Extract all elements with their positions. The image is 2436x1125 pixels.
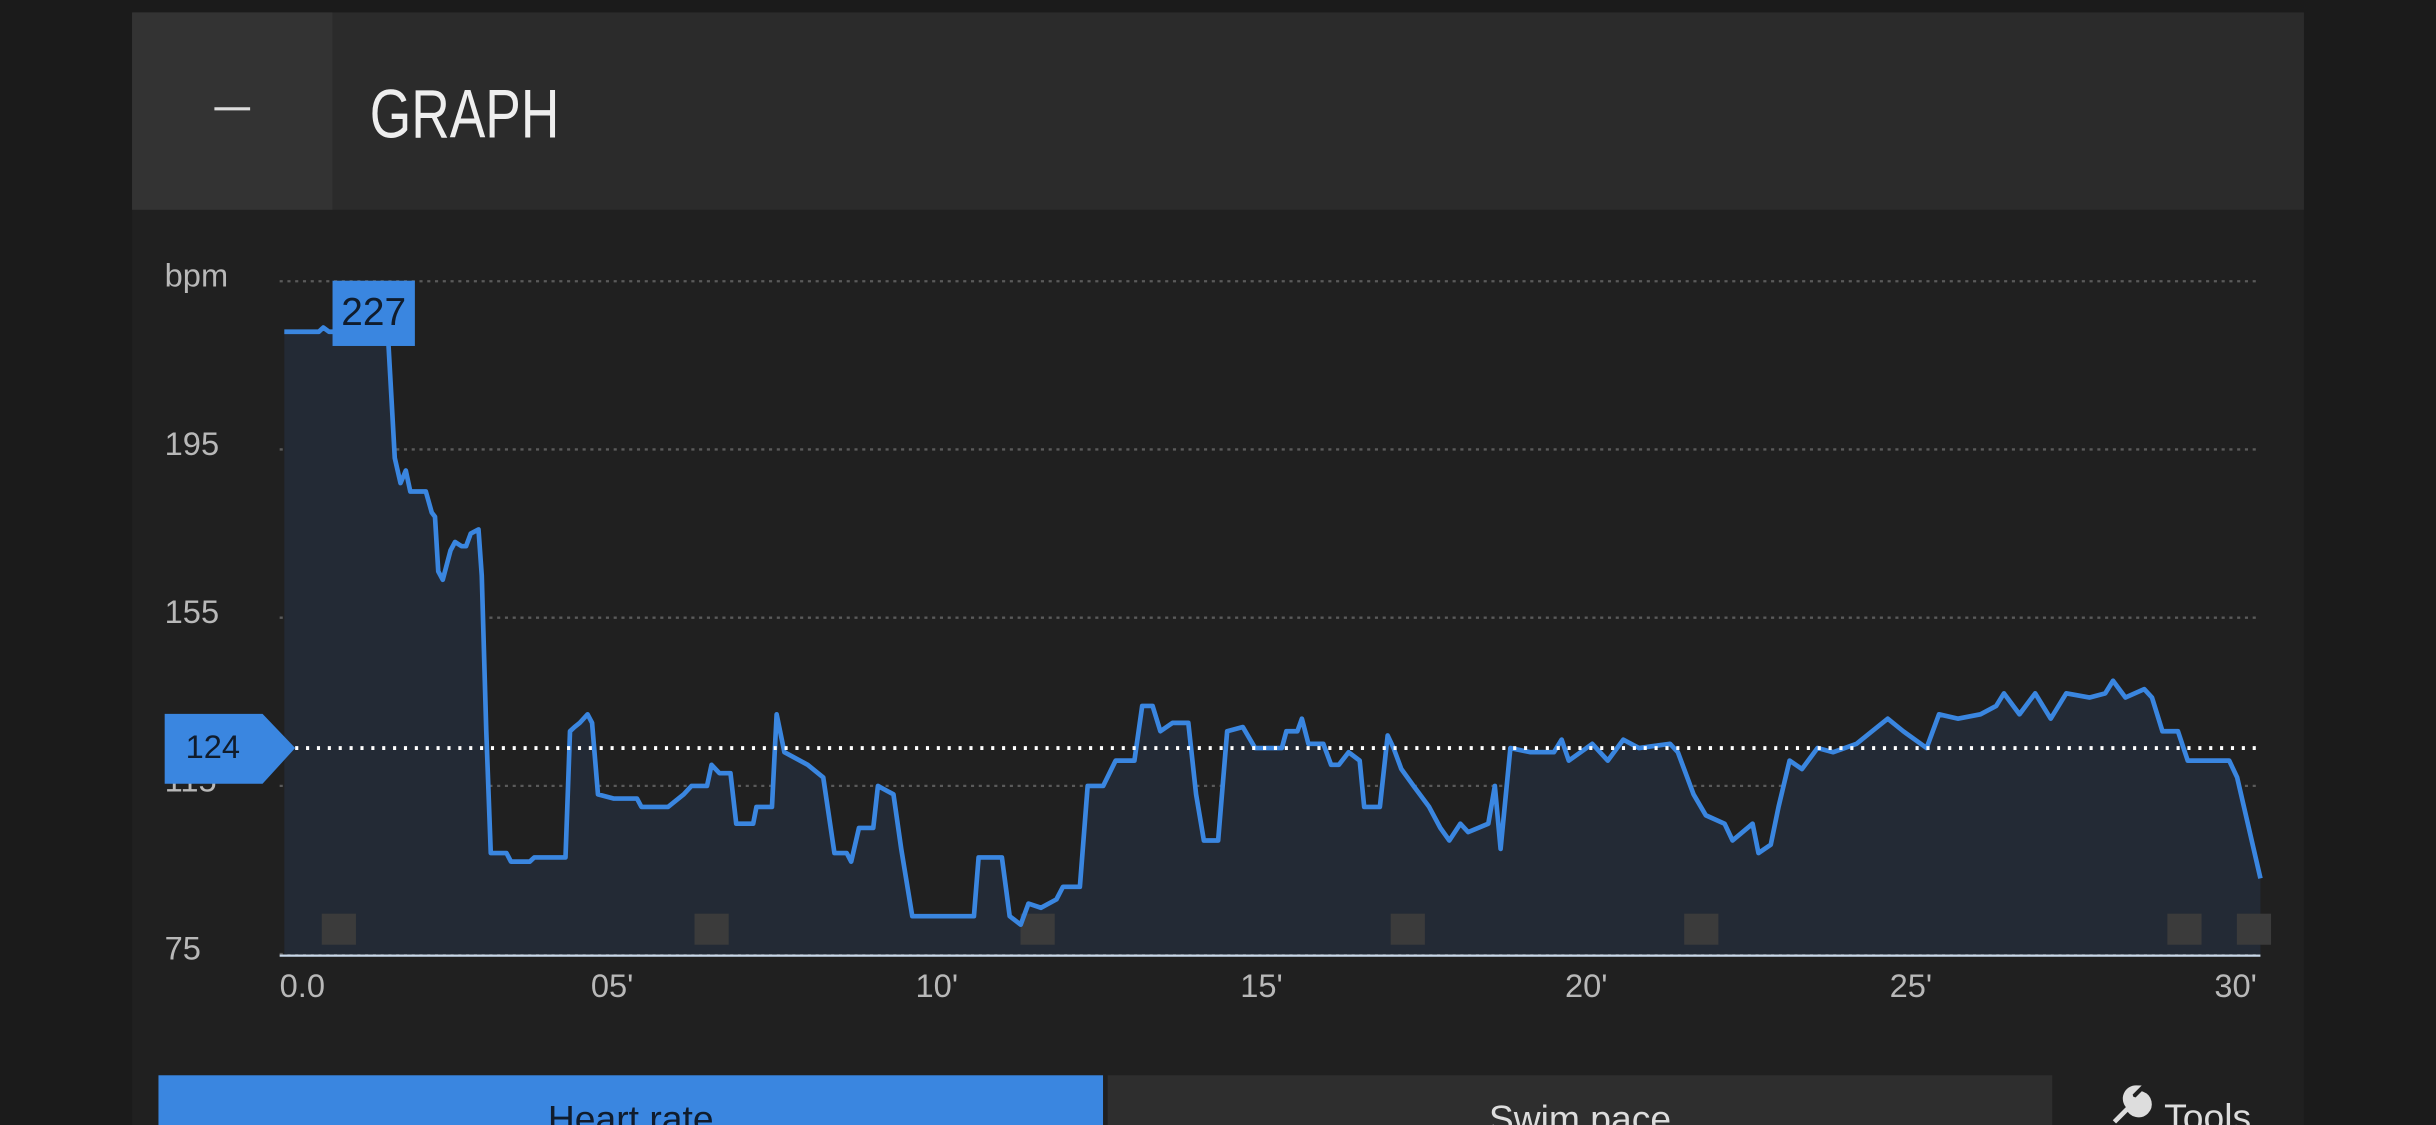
tab-bar: Heart rate Swim pace: [158, 1075, 2053, 1125]
x-tick-label: 30': [2214, 967, 2256, 1004]
x-tick-label: 05': [591, 967, 633, 1004]
lap-marker[interactable]: [2167, 913, 2202, 945]
tab[interactable]: [1107, 1075, 2053, 1125]
average-label: 124: [186, 728, 240, 765]
tools-label: Tools: [2164, 1096, 2251, 1125]
header-title: GRAPH: [370, 76, 560, 152]
lap-marker[interactable]: [1390, 913, 1425, 945]
max-box: [332, 280, 415, 346]
area: [284, 314, 2261, 955]
chart: 75115155195bpm0.005'10'15'20'25'30'12422…: [164, 257, 2272, 1004]
y-tick-label: bpm: [165, 257, 228, 294]
x-tick-label: 10': [916, 967, 958, 1004]
header-bar: [132, 12, 2304, 210]
tab-label: Swim pace: [1489, 1098, 1671, 1125]
x-tick-label: 15': [1240, 967, 1282, 1004]
line: [284, 312, 2263, 928]
max-label: 227: [341, 291, 406, 334]
lap-marker[interactable]: [321, 913, 356, 945]
x-tick-label: 20': [1565, 967, 1607, 1004]
collapse-button[interactable]: [132, 12, 333, 210]
tab[interactable]: [158, 1075, 1104, 1125]
y-tick-label: 75: [165, 930, 201, 967]
y-tick-label: 155: [165, 593, 219, 630]
x-tick-label: 25': [1890, 967, 1932, 1004]
tools-button[interactable]: Tools: [2112, 1085, 2251, 1125]
lap-marker[interactable]: [694, 913, 729, 945]
lap-marker[interactable]: [1684, 913, 1719, 945]
tools-icon: [2112, 1085, 2152, 1124]
x-tick-label: 0.0: [280, 967, 325, 1004]
lap-marker[interactable]: [1020, 913, 1055, 945]
lap-marker[interactable]: [2236, 913, 2272, 945]
y-tick-label: 195: [165, 425, 219, 462]
average-flag: [164, 713, 296, 784]
tab-label: Heart rate: [548, 1098, 714, 1125]
